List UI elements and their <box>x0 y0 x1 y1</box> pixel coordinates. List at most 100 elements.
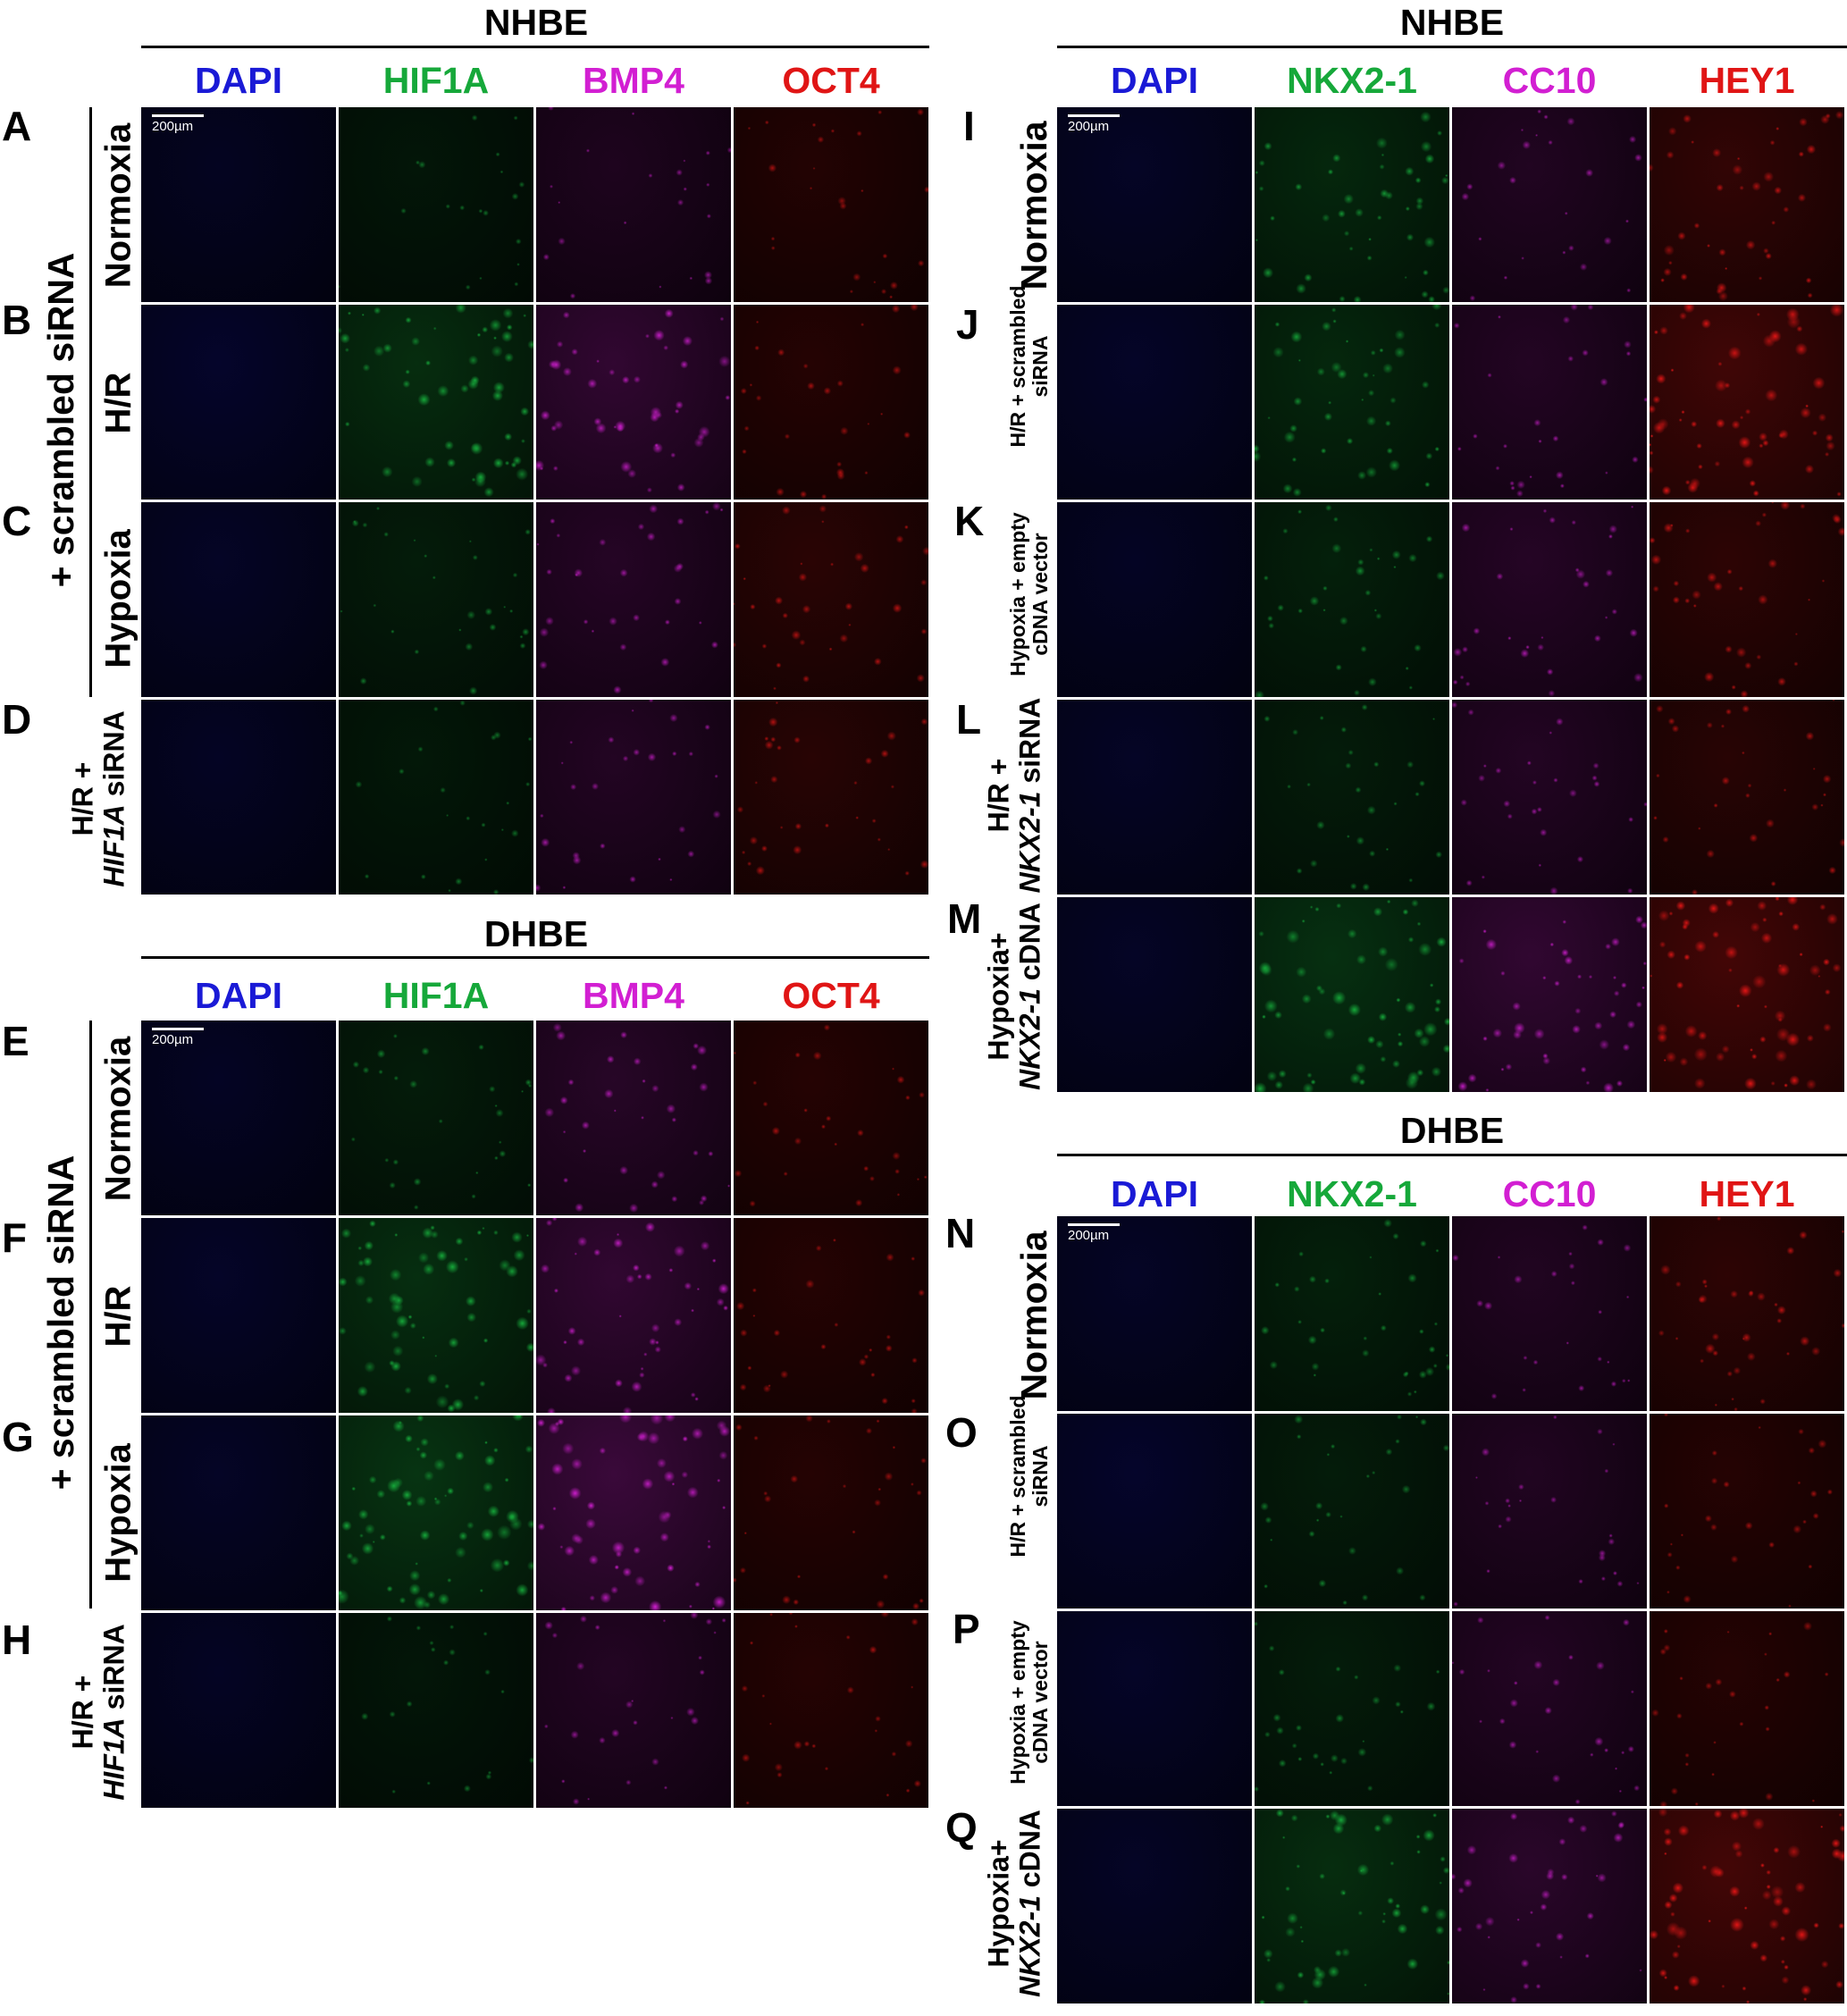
micrograph-hif1a-r4 <box>339 1613 533 1808</box>
micrograph-cc10-r1 <box>1452 1216 1647 1411</box>
col-hif1a: HIF1A <box>382 60 490 101</box>
empty-vector-label-2-line1: Hypoxia + empty <box>1006 1620 1030 1785</box>
panel-letter-f: F <box>2 1214 28 1261</box>
empty-vector-label-2: Hypoxia + empty cDNA vector <box>1006 1620 1052 1785</box>
micrograph-oct4-r4 <box>734 1613 928 1808</box>
micrograph-bmp4-r2 <box>536 1218 731 1413</box>
group-label-scrambled: + scrambled siRNA <box>39 252 81 588</box>
micrograph-nkx2-1-r3 <box>1255 1611 1449 1806</box>
panel-letter-l: L <box>956 696 982 743</box>
col-dapi: DAPI <box>195 60 282 101</box>
micrograph-dapi-r3 <box>141 502 336 697</box>
micrograph-dapi-r4 <box>1057 700 1252 895</box>
panel-letter-h: H <box>2 1617 32 1663</box>
micrograph-cc10-r2 <box>1452 1414 1647 1609</box>
col-oct4: OCT4 <box>782 60 880 101</box>
overexpression-label-2: Hypoxia+ NKX2-1 cDNA <box>982 1810 1045 1997</box>
knockdown-label-line1: H/R + <box>66 761 99 836</box>
overexpression-suffix-2: cDNA <box>1013 1810 1045 1896</box>
dhbe-right-header-rule <box>1057 1154 1847 1156</box>
micrograph-dapi-r3 <box>1057 502 1252 697</box>
micrograph-hey1-r4 <box>1650 1809 1844 2003</box>
scrambled-label: H/R + scrambled siRNA <box>1006 285 1052 448</box>
micrograph-hey1-r3 <box>1650 1611 1844 1806</box>
micrograph-cc10-r5 <box>1452 897 1647 1092</box>
panel-letter-k: K <box>954 498 985 544</box>
panel-letter-i: I <box>963 103 975 149</box>
panel-letter-n: N <box>945 1210 976 1256</box>
micrograph-bmp4-r2 <box>536 305 731 500</box>
dhbe-left-header-rule <box>141 956 929 959</box>
micrograph-dapi-r1: 200µm <box>1057 107 1252 302</box>
micrograph-dapi-r5 <box>1057 897 1252 1092</box>
micrograph-bmp4-r3 <box>536 502 731 697</box>
micrograph-dapi-r4 <box>1057 1809 1252 2003</box>
micrograph-bmp4-r3 <box>536 1415 731 1610</box>
micrograph-nkx2-1-r2 <box>1255 305 1449 500</box>
nhbe-left-header: NHBE <box>483 2 589 43</box>
micrograph-oct4-r3 <box>734 1415 928 1610</box>
col-hey1: HEY1 <box>1699 60 1795 101</box>
micrograph-bmp4-r1 <box>536 107 731 302</box>
empty-vector-label-line2: cDNA vector <box>1028 533 1052 656</box>
panel-letter-d: D <box>2 696 32 743</box>
micrograph-hif1a-r3 <box>339 502 533 697</box>
micrograph-dapi-r1: 200µm <box>141 1021 336 1215</box>
panel-letter-g: G <box>2 1414 34 1460</box>
micrograph-hey1-r3 <box>1650 502 1844 697</box>
knockdown-gene-3: NKX2-1 <box>1013 791 1045 894</box>
col-bmp4: BMP4 <box>583 60 684 101</box>
knockdown-label-line1-2: H/R + <box>66 1675 99 1750</box>
group-label-scrambled-2: + scrambled siRNA <box>39 1155 81 1491</box>
micrograph-hif1a-r4 <box>339 700 533 895</box>
scale-bar: 200µm <box>152 114 204 133</box>
micrograph-hif1a-r1 <box>339 1021 533 1215</box>
micrograph-nkx2-1-r4 <box>1255 700 1449 895</box>
scrambled-label-2-line2: siRNA <box>1028 1445 1052 1508</box>
col-hey1-2: HEY1 <box>1699 1173 1795 1214</box>
col-cc10-2: CC10 <box>1502 1173 1597 1214</box>
condition-normoxia: Normoxia <box>98 122 139 289</box>
nhbe-right-header: NHBE <box>1399 2 1505 43</box>
micrograph-hey1-r4 <box>1650 700 1844 895</box>
micrograph-oct4-r1 <box>734 107 928 302</box>
condition-hypoxia: Hypoxia <box>98 529 139 668</box>
group-bracket <box>89 107 92 697</box>
micrograph-oct4-r2 <box>734 305 928 500</box>
micrograph-hey1-r1 <box>1650 107 1844 302</box>
knockdown-suffix-3: siRNA <box>1013 697 1045 792</box>
micrograph-dapi-r3 <box>141 1415 336 1610</box>
nhbe-right-header-rule <box>1057 46 1847 48</box>
dhbe-left-header: DHBE <box>483 913 589 954</box>
col-hif1a-2: HIF1A <box>382 975 490 1016</box>
overexpression-gene: NKX2-1 <box>1013 988 1045 1090</box>
overexpression-suffix: cDNA <box>1013 903 1045 989</box>
scrambled-label-line1: H/R + scrambled <box>1006 285 1030 448</box>
scale-bar-label: 200µm <box>1068 1228 1110 1243</box>
col-cc10: CC10 <box>1502 60 1597 101</box>
col-dapi-4: DAPI <box>1111 1173 1198 1214</box>
micrograph-bmp4-r1 <box>536 1021 731 1215</box>
scale-bar: 200µm <box>1068 1223 1120 1242</box>
micrograph-hey1-r2 <box>1650 1414 1844 1609</box>
scale-bar-line <box>1068 114 1120 117</box>
condition-normoxia-3: Normoxia <box>1012 121 1054 290</box>
empty-vector-label-2-line2: cDNA vector <box>1028 1641 1052 1764</box>
micrograph-oct4-r4 <box>734 700 928 895</box>
scale-bar-line <box>152 114 204 117</box>
scrambled-label-line2: siRNA <box>1028 335 1052 398</box>
micrograph-dapi-r1: 200µm <box>141 107 336 302</box>
micrograph-dapi-r2 <box>1057 305 1252 500</box>
knockdown-suffix: siRNA <box>97 710 130 805</box>
empty-vector-label: Hypoxia + empty cDNA vector <box>1006 512 1052 676</box>
scale-bar-label: 200µm <box>1068 119 1110 134</box>
overexpression-gene-2: NKX2-1 <box>1013 1895 1045 1997</box>
scale-bar-label: 200µm <box>152 1032 194 1047</box>
overexpression-label: Hypoxia+ NKX2-1 cDNA <box>982 903 1045 1090</box>
condition-hypoxia-2: Hypoxia <box>98 1443 139 1583</box>
dhbe-right-header: DHBE <box>1399 1110 1505 1151</box>
panel-letter-c: C <box>2 498 32 544</box>
scale-bar-line <box>152 1028 204 1030</box>
panel-letter-p: P <box>953 1606 980 1652</box>
micrograph-nkx2-1-r5 <box>1255 897 1449 1092</box>
